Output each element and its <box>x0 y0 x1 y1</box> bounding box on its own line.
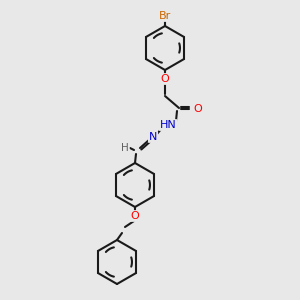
Text: Br: Br <box>159 11 171 21</box>
Text: N: N <box>149 132 157 142</box>
Text: O: O <box>160 74 169 84</box>
Text: O: O <box>130 211 140 221</box>
Text: H: H <box>121 143 129 153</box>
Text: HN: HN <box>160 120 176 130</box>
Text: O: O <box>194 104 202 114</box>
